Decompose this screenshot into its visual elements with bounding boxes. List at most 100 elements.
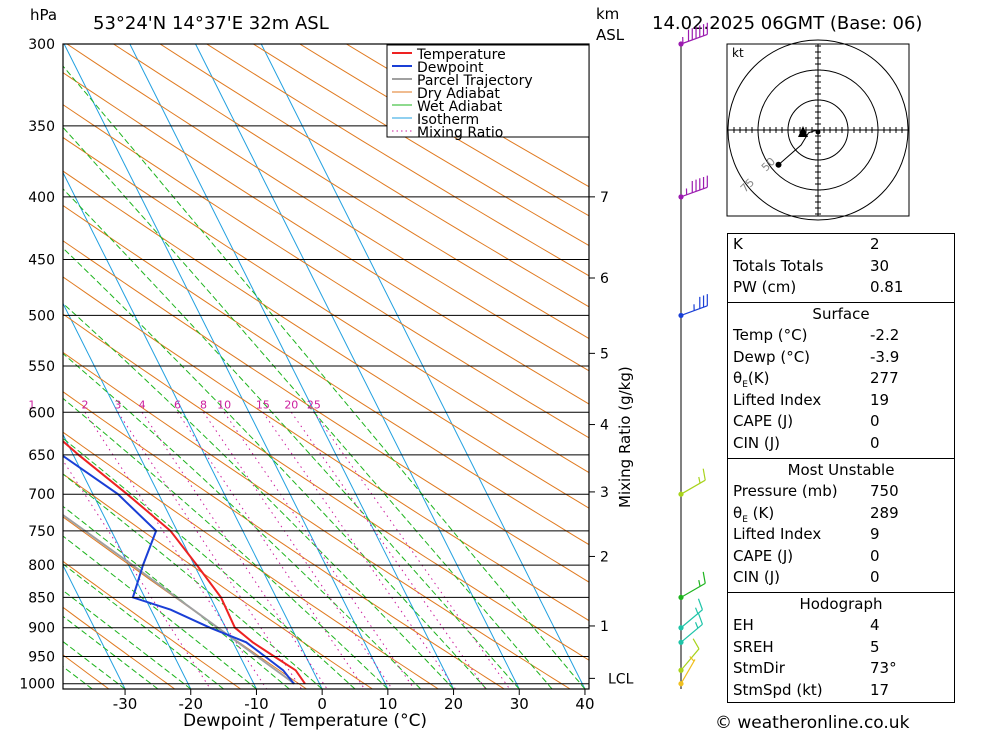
mixing-ratio-labels: 1 2 3 4 6 8 10 15 20 25 [28,398,321,411]
hpa-unit-label: hPa [30,6,57,24]
wind-barb [678,22,708,47]
sreh-value: 5 [870,637,880,656]
eh-label: EH [733,616,754,634]
eh-row: EH 4 [728,615,954,637]
mu-pressure-value: 750 [870,482,899,500]
x-tick-label: 0 [317,695,327,713]
pressure-tick-label: 450 [28,252,55,268]
surface-cape-row: CAPE (J) 0 [728,411,954,433]
surface-li-label: Lifted Index [733,390,822,409]
dry-adiabat-line [63,104,589,439]
mu-li-label: Lifted Index [733,525,822,544]
sreh-row: SREH 5 [728,637,954,659]
mu-pressure-row: Pressure (mb) 750 [728,481,954,503]
mixing-ratio-label: 10 [217,398,231,411]
pressure-tick-label: 850 [28,590,55,606]
background-lines [63,44,589,689]
km-tick-label: 7 [600,190,609,206]
wet-adiabat-line [63,505,290,689]
most-unstable-table: Most Unstable Pressure (mb) 750 θE (K) 289… [727,458,955,593]
dry-adiabat-line [66,44,589,372]
totals-label: Totals Totals [733,256,824,275]
surface-cin-value: 0 [870,433,880,452]
wind-barb-half-flag [694,622,699,629]
hodograph-title: Hodograph [799,595,883,613]
wind-barb [678,656,696,687]
wet-adiabat-line [63,352,422,689]
dry-adiabat-line [63,170,589,509]
surface-dewp-row: Dewp (°C) -3.9 [728,347,954,369]
surface-temp-label: Temp (°C) [733,326,808,344]
surface-li-value: 19 [870,390,890,409]
pw-label: PW (cm) [733,278,797,297]
legend-temperature: Temperature [416,47,506,63]
stmspd-value: 17 [870,680,890,699]
surface-cape-value: 0 [870,412,880,431]
legend-wet-adiabat: Wet Adiabat [417,99,503,115]
isotherm-line [63,564,126,689]
surface-cape-label: CAPE (J) [733,412,794,431]
x-tick-label: 40 [575,695,594,713]
surface-title: Surface [812,305,870,323]
wet-adiabat-line [63,397,389,689]
km-unit-label: km [596,5,619,23]
mixing-ratio-line [313,412,511,689]
mu-pressure-label: Pressure (mb) [733,482,838,500]
asl-unit-label: ASL [596,26,625,44]
dewpoint-line [63,454,295,685]
legend-isotherm: Isotherm [417,112,479,128]
x-axis-title: Dewpoint / Temperature (°C) [183,711,427,731]
dry-adiabat-line [159,44,589,308]
dry-adiabat-line [113,44,589,340]
mixing-ratio-label: 3 [114,398,121,411]
mu-theta-label: θE (K) [733,503,775,525]
mu-cape-label: CAPE (J) [733,546,794,565]
mixing-ratio-line [141,412,328,689]
stmdir-value: 73° [870,659,897,678]
wind-barb-shaft [680,659,696,685]
isobars [63,43,589,685]
mu-cape-row: CAPE (J) 0 [728,546,954,568]
stmdir-label: StmDir [733,659,785,678]
wind-barb-half-flag [689,656,695,662]
mixing-ratio-line [203,412,393,689]
legend-dry-adiabat: Dry Adiabat [417,86,500,102]
surface-temp-value: -2.2 [870,326,900,344]
wind-barb [678,571,706,600]
dry-adiabat-line [63,606,175,689]
km-tick-label: 4 [600,418,609,434]
hodograph-table: Hodograph EH 4 SREH 5 StmDir 73° StmSpd (kt… [727,592,955,703]
x-tick-label: 10 [378,695,397,713]
wet-adiabat-line [63,589,192,689]
mixing-ratio-label: 8 [200,398,207,411]
mu-li-row: Lifted Index 9 [728,524,954,546]
surface-li-row: Lifted Index 19 [728,390,954,412]
wind-barb-flag [697,613,704,625]
wind-barb-flag [697,598,704,610]
wind-barb-shaft [680,186,708,198]
mixing-ratio-label: 2 [82,398,89,411]
totals-value: 30 [870,256,890,275]
pw-value: 0.81 [870,278,904,297]
mixing-ratio-label: 25 [307,398,321,411]
wind-barb [678,468,706,497]
wind-barbs [678,22,708,687]
pressure-tick-label: 700 [28,487,55,503]
mixing-ratio-line [177,412,366,689]
pressure-tick-label: 950 [28,649,55,665]
wet-adiabat-line [63,473,323,689]
pressure-tick-label: 500 [28,308,55,324]
wet-adiabat-line [63,437,356,689]
eh-value: 4 [870,616,880,634]
x-tick-label: -30 [113,695,138,713]
pressure-tick-label: 550 [28,359,55,375]
dry-adiabat-line [63,391,505,689]
height-axis: 7 6 5 4 3 2 1 LCL [589,190,634,687]
credit-text: © weatheronline.co.uk [715,713,910,733]
surface-theta-label: θE(K) [733,369,770,391]
dry-adiabat-line [63,240,589,583]
plot-frame [62,43,590,690]
wind-barb [678,613,704,645]
mixing-ratio-line [84,412,268,689]
